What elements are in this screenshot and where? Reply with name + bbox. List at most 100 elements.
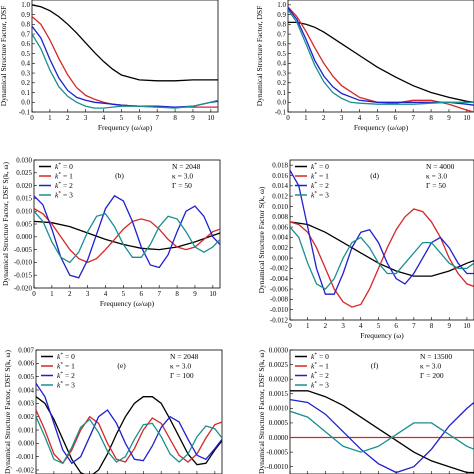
parameter-label: κ = 3.0 bbox=[170, 362, 191, 371]
y-tick-label: 0.7 bbox=[277, 30, 286, 38]
y-tick-label: 1.0 bbox=[277, 1, 286, 9]
y-tick-label: 0.000 bbox=[18, 440, 34, 448]
y-tick-label: 0.004 bbox=[18, 386, 34, 394]
panel-b: 0 1 2 3 4 5 6 7 8 9 10 -0.020 -0.015 -0.010 -0.005 0.00… bbox=[1, 156, 221, 308]
x-tick-label: 8 bbox=[173, 114, 177, 122]
series-line-0 bbox=[34, 220, 220, 251]
x-axis-label: Frequency (ω/ωp) bbox=[354, 123, 409, 132]
x-tick-label: 6 bbox=[394, 322, 398, 330]
x-tick-label: 1 bbox=[304, 114, 308, 122]
y-tick-label: 0.003 bbox=[18, 400, 34, 408]
y-tick-label: -0.004 bbox=[270, 275, 289, 283]
x-tick-label: 6 bbox=[140, 290, 144, 298]
y-tick-label: 0.0025 bbox=[269, 361, 289, 369]
y-axis-label: Dynamical Structure Factor S(k, ω) bbox=[257, 186, 266, 293]
panel-f: -0.0010 -0.0005 0.0000 0.0005 0.0010 0.0015 0.… bbox=[257, 346, 474, 474]
panel-b-top: 0 1 2 3 4 5 6 7 8 9 10 -0.10.0 0.1 0.2 0.30.4 0.5 0.6 0.7… bbox=[255, 0, 474, 132]
x-tick-label: 1 bbox=[306, 322, 310, 330]
legend-entry: k* = 1 bbox=[311, 172, 329, 181]
y-tick-label: 0.6 bbox=[21, 40, 30, 48]
y-tick-label: 0.016 bbox=[272, 172, 288, 180]
y-tick-label: -0.010 bbox=[270, 306, 289, 314]
parameter-label: Γ = 50 bbox=[426, 181, 446, 190]
y-tick-label: -0.012 bbox=[270, 316, 289, 324]
parameter-label: κ = 3.0 bbox=[172, 172, 193, 181]
y-tick-label: 0.001 bbox=[18, 426, 34, 434]
x-tick-label: 6 bbox=[138, 114, 142, 122]
y-axis-label: Dynamical Structure Factor, DSF bbox=[0, 6, 8, 107]
x-tick-label: 6 bbox=[394, 114, 398, 122]
series-line-1 bbox=[34, 208, 220, 264]
legend-entry: k* = 3 bbox=[57, 381, 75, 390]
series-line-3 bbox=[32, 33, 218, 109]
series-line-3 bbox=[290, 226, 474, 290]
legend-entry: k* = 1 bbox=[57, 362, 75, 371]
x-tick-label: 3 bbox=[84, 114, 88, 122]
plot-frame bbox=[287, 0, 474, 113]
x-tick-label: 0 bbox=[32, 290, 36, 298]
y-axis-label: Dynamical Structure Factor, DSF S(k, ω) bbox=[3, 350, 12, 474]
parameter-label: N = 2048 bbox=[172, 162, 201, 171]
x-tick-label: 2 bbox=[68, 290, 72, 298]
y-tick-label: -0.008 bbox=[270, 296, 289, 304]
x-tick-label: 4 bbox=[104, 290, 108, 298]
legend-entry: k* = 2 bbox=[311, 181, 329, 190]
parameter-label: κ = 3.0 bbox=[426, 172, 447, 181]
y-tick-label: 0.010 bbox=[272, 203, 288, 211]
panel-tag: (f) bbox=[371, 361, 379, 370]
y-tick-label: 0.9 bbox=[21, 11, 30, 19]
y-tick-label: 1.0 bbox=[21, 1, 30, 9]
y-tick-label: 0.3 bbox=[21, 69, 30, 77]
x-tick-label: 9 bbox=[193, 290, 197, 298]
legend-entry: k* = 0 bbox=[311, 162, 329, 171]
y-tick-label: 0.014 bbox=[272, 182, 288, 190]
series-line-3 bbox=[34, 210, 220, 264]
y-tick-label: 0.0 bbox=[21, 99, 30, 107]
x-tick-label: 8 bbox=[429, 114, 433, 122]
series-line-3 bbox=[36, 416, 222, 465]
y-tick-label: 0.0030 bbox=[269, 346, 289, 354]
y-tick-label: 0.006 bbox=[272, 223, 288, 231]
y-tick-label: -0.020 bbox=[14, 284, 33, 292]
y-tick-label: 0.5 bbox=[277, 50, 286, 58]
y-tick-label: 0.008 bbox=[272, 213, 288, 221]
x-tick-label: 0 bbox=[288, 322, 292, 330]
x-tick-label: 10 bbox=[463, 114, 471, 122]
y-tick-label: 0.6 bbox=[277, 40, 286, 48]
x-tick-label: 9 bbox=[191, 114, 195, 122]
x-tick-label: 3 bbox=[340, 114, 344, 122]
series-line-0 bbox=[290, 221, 474, 277]
y-tick-label: 0.8 bbox=[21, 21, 30, 29]
x-tick-label: 0 bbox=[30, 114, 34, 122]
y-tick-label: 0.007 bbox=[18, 346, 34, 354]
legend-entry: k* = 0 bbox=[311, 352, 329, 361]
y-tick-label: 0.4 bbox=[277, 60, 286, 68]
x-tick-label: 2 bbox=[66, 114, 70, 122]
parameter-label: Γ = 100 bbox=[170, 371, 194, 380]
y-tick-label: 0.3 bbox=[277, 69, 286, 77]
y-tick-label: 0.0015 bbox=[269, 390, 289, 398]
legend-entry: k* = 3 bbox=[311, 191, 329, 200]
x-tick-label: 4 bbox=[102, 114, 106, 122]
y-tick-label: 0.2 bbox=[277, 79, 286, 87]
y-tick-label: 0.0000 bbox=[269, 434, 289, 442]
series-line-0 bbox=[288, 21, 474, 103]
y-tick-label: -0.015 bbox=[14, 272, 33, 280]
y-tick-label: -0.0010 bbox=[266, 463, 288, 471]
x-tick-label: 1 bbox=[48, 114, 52, 122]
y-tick-label: 0.002 bbox=[272, 244, 288, 252]
panel-tag: (d) bbox=[370, 171, 379, 180]
x-tick-label: 7 bbox=[412, 322, 416, 330]
y-tick-label: 0.020 bbox=[16, 182, 32, 190]
y-tick-label: 0.0 bbox=[277, 99, 286, 107]
y-tick-label: 0.002 bbox=[18, 413, 34, 421]
x-tick-label: 5 bbox=[376, 114, 380, 122]
series-line-0 bbox=[36, 396, 222, 474]
x-axis-label: Frequency (ω/ωp) bbox=[98, 123, 153, 132]
x-tick-label: 5 bbox=[377, 322, 381, 330]
series-line-3 bbox=[290, 410, 474, 453]
y-axis-label: Dynamical Structure Factor, DSF S(k, ω) bbox=[1, 162, 10, 286]
parameter-label: N = 4000 bbox=[426, 162, 455, 171]
x-tick-label: 3 bbox=[86, 290, 90, 298]
y-tick-label: 0.8 bbox=[277, 21, 286, 29]
